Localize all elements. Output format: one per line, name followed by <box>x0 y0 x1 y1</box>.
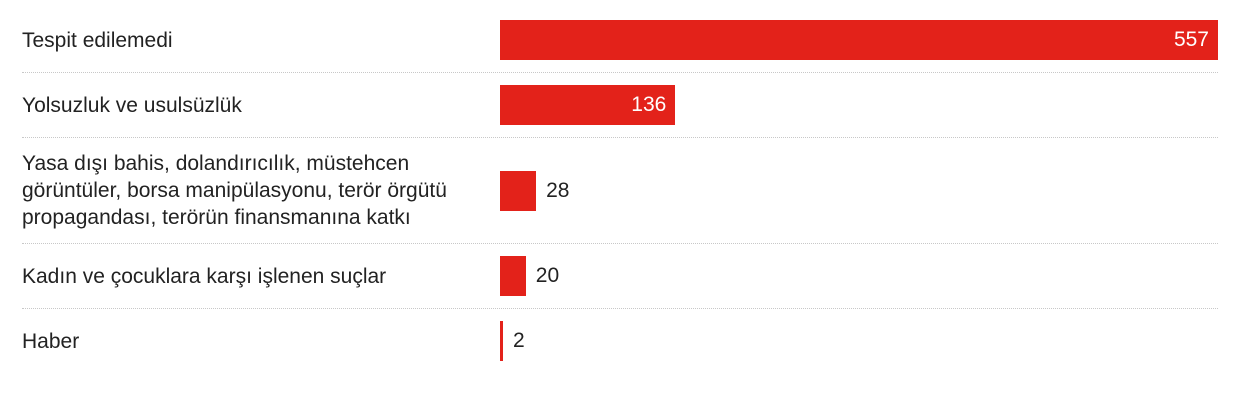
category-label: Yolsuzluk ve usulsüzlük <box>22 93 242 117</box>
bar-row: Tespit edilemedi 557 <box>22 8 1218 73</box>
value-label: 2 <box>513 329 525 352</box>
category-label: Tespit edilemedi <box>22 28 173 52</box>
bar-track: 557 <box>500 20 1218 60</box>
value-label: 557 <box>1173 28 1209 51</box>
bar-track: 2 <box>500 321 1218 361</box>
bar-track: 20 <box>500 256 1218 296</box>
bar <box>500 20 1218 60</box>
bar <box>500 321 503 361</box>
value-label: 28 <box>546 178 570 202</box>
value-label: 20 <box>535 264 560 287</box>
bar-track: 136 <box>500 85 1218 125</box>
bar-row: Yasa dışı bahis, dolandırıcılık, müstehc… <box>22 138 1218 244</box>
bar <box>500 256 526 296</box>
category-label: Haber <box>22 329 80 353</box>
category-label: Kadın ve çocuklara karşı işlenen suçlar <box>22 264 387 288</box>
value-label: 136 <box>631 93 667 116</box>
bar-row: Haber 2 <box>22 309 1218 373</box>
bar-track: 28 <box>500 170 1218 211</box>
bar-row: Yolsuzluk ve usulsüzlük 136 <box>22 73 1218 138</box>
category-label: Yasa dışı bahis, dolandırıcılık, müstehc… <box>22 152 447 229</box>
chart: Tespit edilemedi 557 Yolsuzluk ve usulsüzl… <box>22 8 1218 373</box>
bar <box>500 170 537 211</box>
bar-row: Kadın ve çocuklara karşı işlenen suçlar 2… <box>22 244 1218 309</box>
bar <box>500 85 676 125</box>
